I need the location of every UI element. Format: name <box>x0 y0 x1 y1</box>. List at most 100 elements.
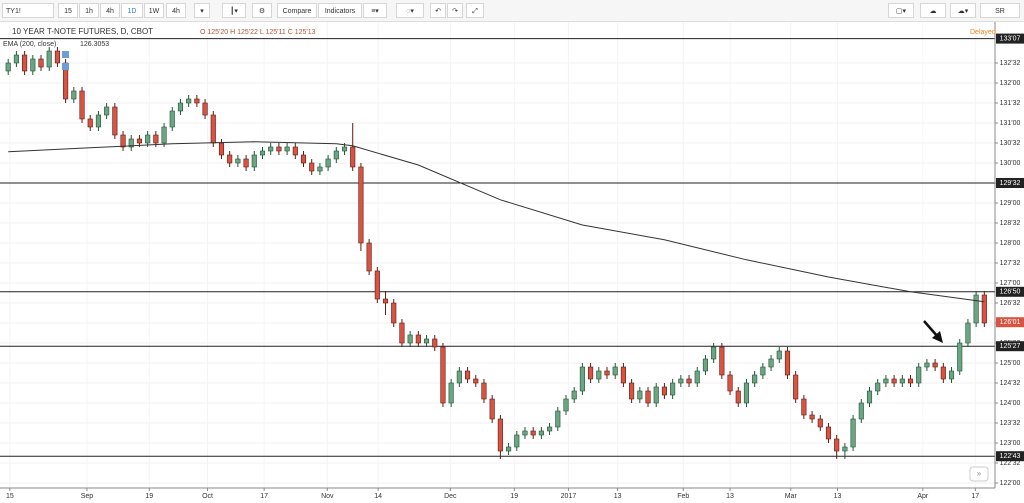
level-label-bg <box>996 451 1024 462</box>
interval-button[interactable]: 15 <box>58 3 78 18</box>
y-tick-label: 131'32 <box>1000 100 1021 107</box>
candle-body <box>973 294 979 324</box>
candle-body <box>399 322 405 344</box>
x-tick-label: 13 <box>834 493 842 500</box>
candle-body <box>309 162 315 172</box>
chart-style-button[interactable]: ┃▾ <box>222 3 246 18</box>
candle-body <box>317 166 323 172</box>
x-tick-label: Oct <box>202 493 213 500</box>
candle-body <box>932 362 938 368</box>
level-label: 133'07 <box>1000 35 1021 42</box>
legend-icon[interactable] <box>62 51 69 58</box>
candle-body <box>555 410 561 428</box>
candle-body <box>571 390 577 400</box>
candle-body <box>325 158 331 168</box>
candle-body <box>210 114 216 144</box>
candle-body <box>284 146 290 152</box>
candle-body <box>825 426 832 440</box>
candle-body <box>153 134 159 144</box>
y-tick-label: 130'32 <box>1000 140 1021 147</box>
candle-body <box>333 150 339 160</box>
interval-button[interactable]: 4h <box>166 3 186 18</box>
indicators-button[interactable]: Indicators <box>318 3 362 18</box>
candle-body <box>711 346 717 360</box>
redo-button[interactable]: ↷ <box>447 3 463 18</box>
candle-body <box>169 110 175 128</box>
candle-body <box>456 370 462 384</box>
fullscreen-button[interactable]: ⤢ <box>466 3 484 18</box>
candle-body <box>547 426 553 432</box>
level-label-bg <box>996 341 1024 352</box>
candle-body <box>514 434 520 448</box>
layout-button[interactable]: ▢▾ <box>888 3 914 18</box>
candle-body <box>22 54 28 72</box>
settings-button[interactable]: ⚙ <box>252 3 272 18</box>
candle-body <box>161 126 167 144</box>
candle-body <box>899 378 905 384</box>
dropdown-button[interactable]: ▾ <box>194 3 210 18</box>
candle-body <box>374 270 380 300</box>
candle-body <box>801 398 807 416</box>
interval-button[interactable]: 1h <box>79 3 99 18</box>
candle-body <box>743 382 750 404</box>
candle-body <box>497 418 503 452</box>
x-tick-label: 19 <box>510 493 518 500</box>
candle-body <box>940 366 946 380</box>
candle-body <box>875 382 881 392</box>
cloud-button[interactable]: ☁ <box>920 3 946 18</box>
indicator-value: 126.3053 <box>80 41 109 48</box>
candle-body <box>596 370 602 380</box>
candle-body <box>612 366 618 376</box>
candle-body <box>235 158 241 164</box>
candle-body <box>407 334 413 344</box>
candle-body <box>719 346 725 376</box>
candle-body <box>112 106 118 136</box>
levels <box>0 38 995 457</box>
candle-body <box>702 358 708 372</box>
candle-body <box>916 366 922 384</box>
candle-body <box>735 390 741 404</box>
symbol-input[interactable]: TY1! <box>2 3 54 18</box>
ema-line <box>8 141 985 303</box>
x-tick-label: 2017 <box>561 493 577 500</box>
candle-body <box>350 146 356 168</box>
undo-button[interactable]: ↶ <box>430 3 446 18</box>
candle-body <box>465 370 471 380</box>
candle-body <box>883 378 889 384</box>
candle-body <box>423 338 430 344</box>
candle-body <box>95 114 101 128</box>
candle-body <box>776 350 782 360</box>
candle-body <box>341 146 348 152</box>
candle-body <box>136 138 143 144</box>
candle-body <box>440 346 446 404</box>
interval-button[interactable]: 4h <box>100 3 120 18</box>
save-button[interactable]: ☁▾ <box>950 3 976 18</box>
account-button[interactable]: SR <box>980 3 1020 18</box>
candle-body <box>177 102 184 112</box>
scroll-button[interactable] <box>969 466 989 482</box>
alert-button[interactable]: ◌▾ <box>396 3 424 18</box>
candle-body <box>46 50 52 68</box>
legend-icon[interactable] <box>62 63 69 70</box>
candle-body <box>981 294 987 324</box>
candle-body <box>842 446 848 452</box>
candle-body <box>768 358 774 368</box>
interval-button[interactable]: 1W <box>144 3 164 18</box>
candle-body <box>834 438 840 452</box>
candle-body <box>538 430 544 436</box>
compare-button[interactable]: Compare <box>277 3 317 18</box>
x-tick-label: Nov <box>321 493 334 500</box>
candle-body <box>530 430 536 436</box>
interval-button[interactable]: 1D <box>121 3 143 18</box>
x-tick-label: 15 <box>6 493 14 500</box>
candle-body <box>506 446 512 452</box>
candle-body <box>415 334 421 344</box>
candle-body <box>145 134 151 144</box>
candle-body <box>358 166 364 244</box>
candle-body <box>637 390 643 400</box>
candle-body <box>924 362 930 368</box>
templates-button[interactable]: ≡▾ <box>363 3 387 18</box>
y-tick-label: 132'00 <box>1000 80 1021 87</box>
candle-body <box>604 370 610 376</box>
